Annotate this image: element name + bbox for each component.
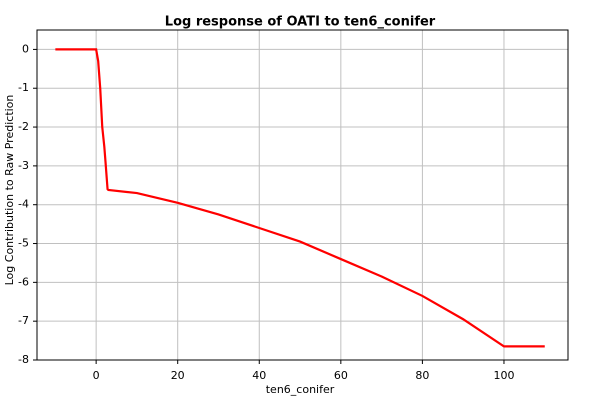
y-tick-label: -6	[18, 275, 29, 288]
y-tick-label: -8	[18, 353, 29, 366]
x-tick-label: 60	[334, 369, 348, 382]
x-tick-label: 80	[415, 369, 429, 382]
x-tick-label: 20	[171, 369, 185, 382]
y-tick-label: -5	[18, 237, 29, 250]
plot-frame	[36, 29, 569, 361]
y-tick-label: -4	[18, 198, 29, 211]
x-axis-label: ten6_conifer	[266, 383, 335, 396]
x-tick-label: 0	[93, 369, 100, 382]
x-tick-label: 100	[493, 369, 514, 382]
y-axis-label: Log Contribution to Raw Prediction	[3, 95, 16, 286]
chart-title: Log response of OATI to ten6_conifer	[165, 15, 436, 30]
y-tick-label: -1	[18, 81, 29, 94]
y-tick-label: -2	[18, 120, 29, 133]
data-line	[55, 48, 545, 348]
y-tick-label: -3	[18, 159, 29, 172]
y-tick-label: -7	[18, 314, 29, 327]
x-tick-label: 40	[252, 369, 266, 382]
y-tick-label: 0	[22, 42, 29, 55]
